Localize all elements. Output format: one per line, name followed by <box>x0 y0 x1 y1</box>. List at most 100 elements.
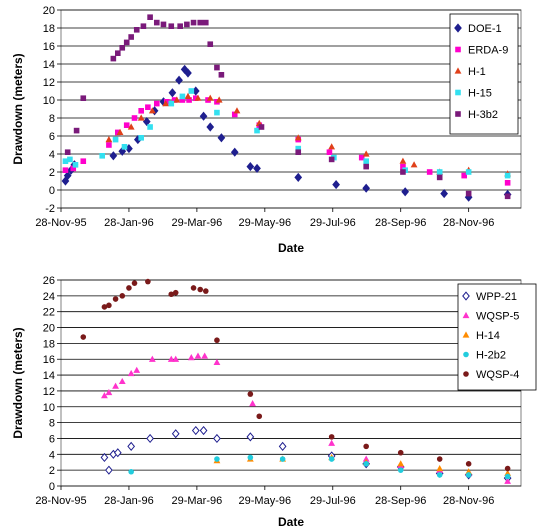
x-axis-title-2: Date <box>278 515 304 528</box>
data-point <box>328 439 336 446</box>
data-point <box>127 369 135 377</box>
legend-label: ERDA-9 <box>468 45 508 57</box>
data-point <box>172 289 179 296</box>
data-point <box>191 425 200 436</box>
data-point <box>258 124 265 130</box>
y-tick-label: 0 <box>49 481 55 493</box>
data-point <box>171 429 180 439</box>
data-point <box>128 34 134 40</box>
data-point <box>436 472 443 478</box>
data-point <box>116 128 124 135</box>
data-point <box>397 449 404 456</box>
data-point <box>123 122 130 128</box>
y-tick-label: 0 <box>49 185 55 197</box>
data-point <box>295 149 302 155</box>
data-point <box>436 169 443 175</box>
data-point <box>112 382 119 389</box>
legend-label: WPP-21 <box>476 291 517 303</box>
data-point <box>461 172 467 179</box>
data-point <box>279 456 286 462</box>
data-point <box>168 88 177 98</box>
y-tick-label: 10 <box>43 402 55 414</box>
data-point <box>173 96 181 103</box>
data-point <box>201 352 209 359</box>
data-point <box>326 149 333 155</box>
data-point <box>199 425 208 436</box>
legend-label: H-2b2 <box>476 350 506 362</box>
x-tick-label: 28-Sep-96 <box>375 217 426 229</box>
data-point <box>131 115 138 121</box>
data-point <box>362 455 370 462</box>
legend-marker <box>462 311 470 319</box>
data-point <box>246 432 255 442</box>
data-point <box>145 278 151 285</box>
data-point <box>142 117 151 127</box>
plot-area-2 <box>60 279 522 487</box>
data-point <box>278 441 287 451</box>
legend-label: H-1 <box>468 66 486 78</box>
data-point <box>190 19 197 26</box>
data-point <box>106 302 112 309</box>
y-tick-label: 16 <box>43 41 55 53</box>
data-point <box>358 154 365 161</box>
data-point <box>105 388 113 396</box>
data-point <box>175 75 183 85</box>
data-point <box>465 472 472 478</box>
data-point <box>168 100 175 107</box>
y-ticks-1: -2 0 2 4 6 8 10 12 14 16 18 20 <box>43 5 61 215</box>
data-point <box>436 456 443 462</box>
data-point <box>253 163 261 173</box>
data-point <box>164 99 170 105</box>
data-point <box>168 23 175 29</box>
data-point <box>168 291 175 298</box>
data-point <box>397 467 404 473</box>
data-point <box>206 94 214 101</box>
data-point <box>214 337 220 344</box>
y-tick-label: 14 <box>43 370 55 382</box>
x-tick-label: 29-May-96 <box>239 495 292 507</box>
y-tick-label: 22 <box>43 307 55 319</box>
data-point <box>106 142 112 148</box>
data-point <box>504 180 511 186</box>
y-tick-label: 6 <box>49 131 55 143</box>
legend-1: DOE-1 ERDA-9 H-1 H-15 H-3b2 <box>449 13 519 135</box>
data-point <box>148 107 156 114</box>
data-point <box>105 465 113 475</box>
y-tick-label: 18 <box>43 338 55 350</box>
y-tick-label: 20 <box>43 5 55 17</box>
data-point <box>328 143 336 150</box>
data-point <box>80 95 87 101</box>
data-point <box>186 97 192 103</box>
data-point <box>62 158 69 164</box>
data-point <box>187 354 195 361</box>
data-point <box>147 124 153 130</box>
data-point <box>214 109 220 116</box>
legend-marker <box>455 46 461 53</box>
data-point <box>148 355 156 362</box>
data-point <box>73 127 80 134</box>
y-tick-label: 24 <box>43 291 55 303</box>
legend-label: WQSP-5 <box>476 311 519 323</box>
data-point <box>426 169 433 175</box>
data-point <box>80 158 87 164</box>
x-tick-label: 28-Nov-96 <box>443 495 494 507</box>
legend-label: H-15 <box>468 88 492 100</box>
data-point <box>213 358 221 365</box>
y-tick-label: 8 <box>49 113 55 125</box>
data-point <box>110 55 117 62</box>
data-point <box>179 97 186 103</box>
data-point <box>171 97 178 103</box>
x-ticks-2: 28-Nov-95 28-Jan-96 29-Mar-96 29-May-96 29-J… <box>35 486 494 507</box>
data-point <box>153 19 160 26</box>
x-tick-label: 28-Jan-96 <box>104 495 154 507</box>
y-tick-label: 4 <box>49 449 55 461</box>
x-tick-label: 29-May-96 <box>239 217 292 229</box>
y-tick-label: 2 <box>49 465 55 477</box>
data-point <box>294 172 303 182</box>
x-tick-label: 29-Jul-96 <box>310 495 356 507</box>
y-tick-label: 8 <box>49 418 55 430</box>
data-point <box>80 334 87 340</box>
data-point <box>145 104 151 110</box>
